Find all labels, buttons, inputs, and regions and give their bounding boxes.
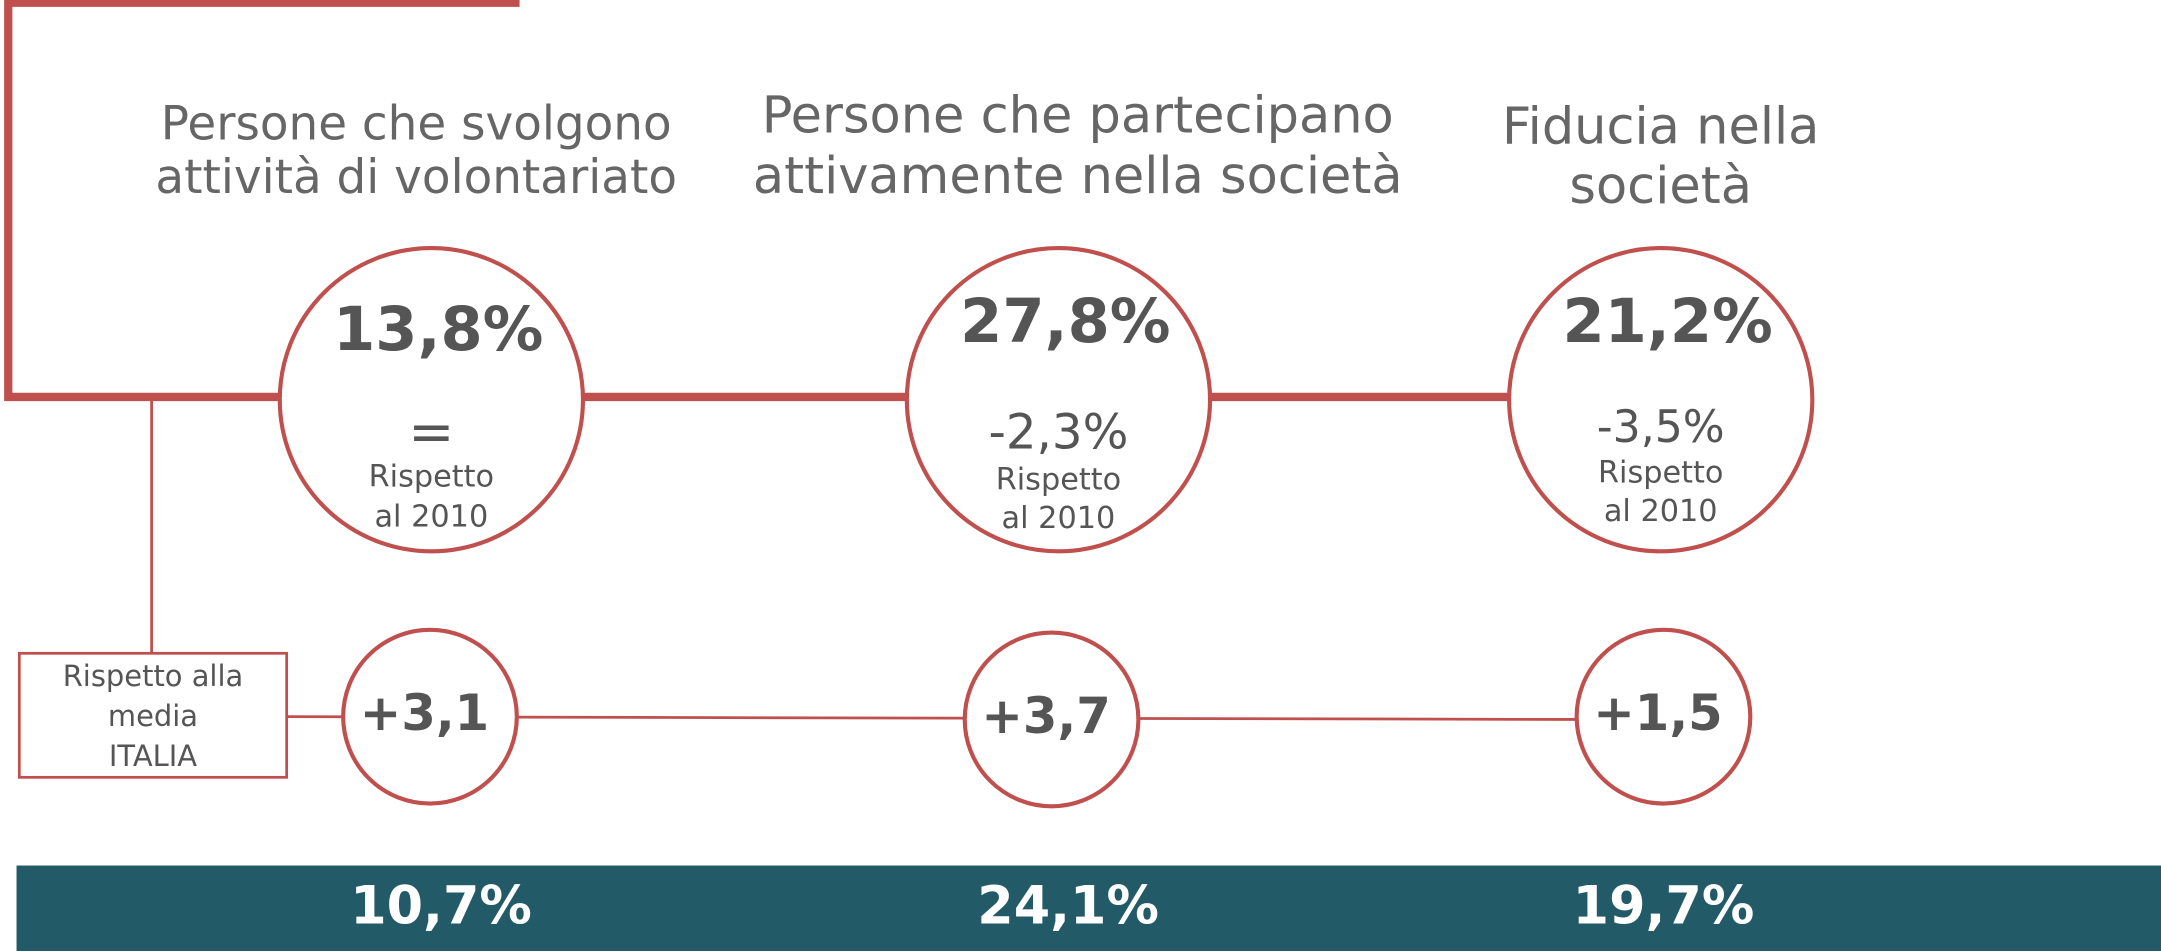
item-title: società [1569,157,1752,216]
label-box [17,651,289,779]
box-text: Rispetto alla [63,659,244,693]
item-title: attivamente nella società [753,147,1403,206]
vs-italia: +1,5 [1593,684,1722,742]
item-change: -3,5% [1597,402,1725,453]
item-title: Persone che partecipano [762,87,1394,146]
vs-italia: +3,1 [360,684,489,742]
change-label: al 2010 [1002,501,1116,536]
italia-value: 19,7% [1573,876,1755,937]
delta-circle [341,627,519,806]
italia-bar [16,865,2161,951]
item-change: = [408,400,454,464]
item-title: attività di volontariato [155,151,677,205]
value-circle [1507,246,1815,554]
vs-italia: +3,7 [981,687,1110,745]
change-label: Rispetto [996,463,1121,498]
item-change: -2,3% [988,405,1128,461]
change-label: Rispetto [1598,456,1723,491]
delta-circle [962,630,1141,809]
value-circle [904,246,1213,554]
change-label: Rispetto [369,460,494,495]
change-label: al 2010 [1604,494,1718,529]
item-value: 21,2% [1562,287,1772,357]
item-title: Fiducia nella [1502,98,1819,157]
box-text: media [108,699,198,733]
italia-value: 10,7% [350,876,532,937]
italia-value: 24,1% [977,876,1159,937]
item-value: 13,8% [333,295,543,365]
value-circle [277,246,586,554]
change-label: al 2010 [374,500,488,535]
frame-line [4,0,1510,402]
delta-circle [1574,627,1753,806]
item-title: Persone che svolgono [161,97,672,151]
item-value: 27,8% [960,287,1170,357]
box-text: ITALIA [109,739,197,773]
